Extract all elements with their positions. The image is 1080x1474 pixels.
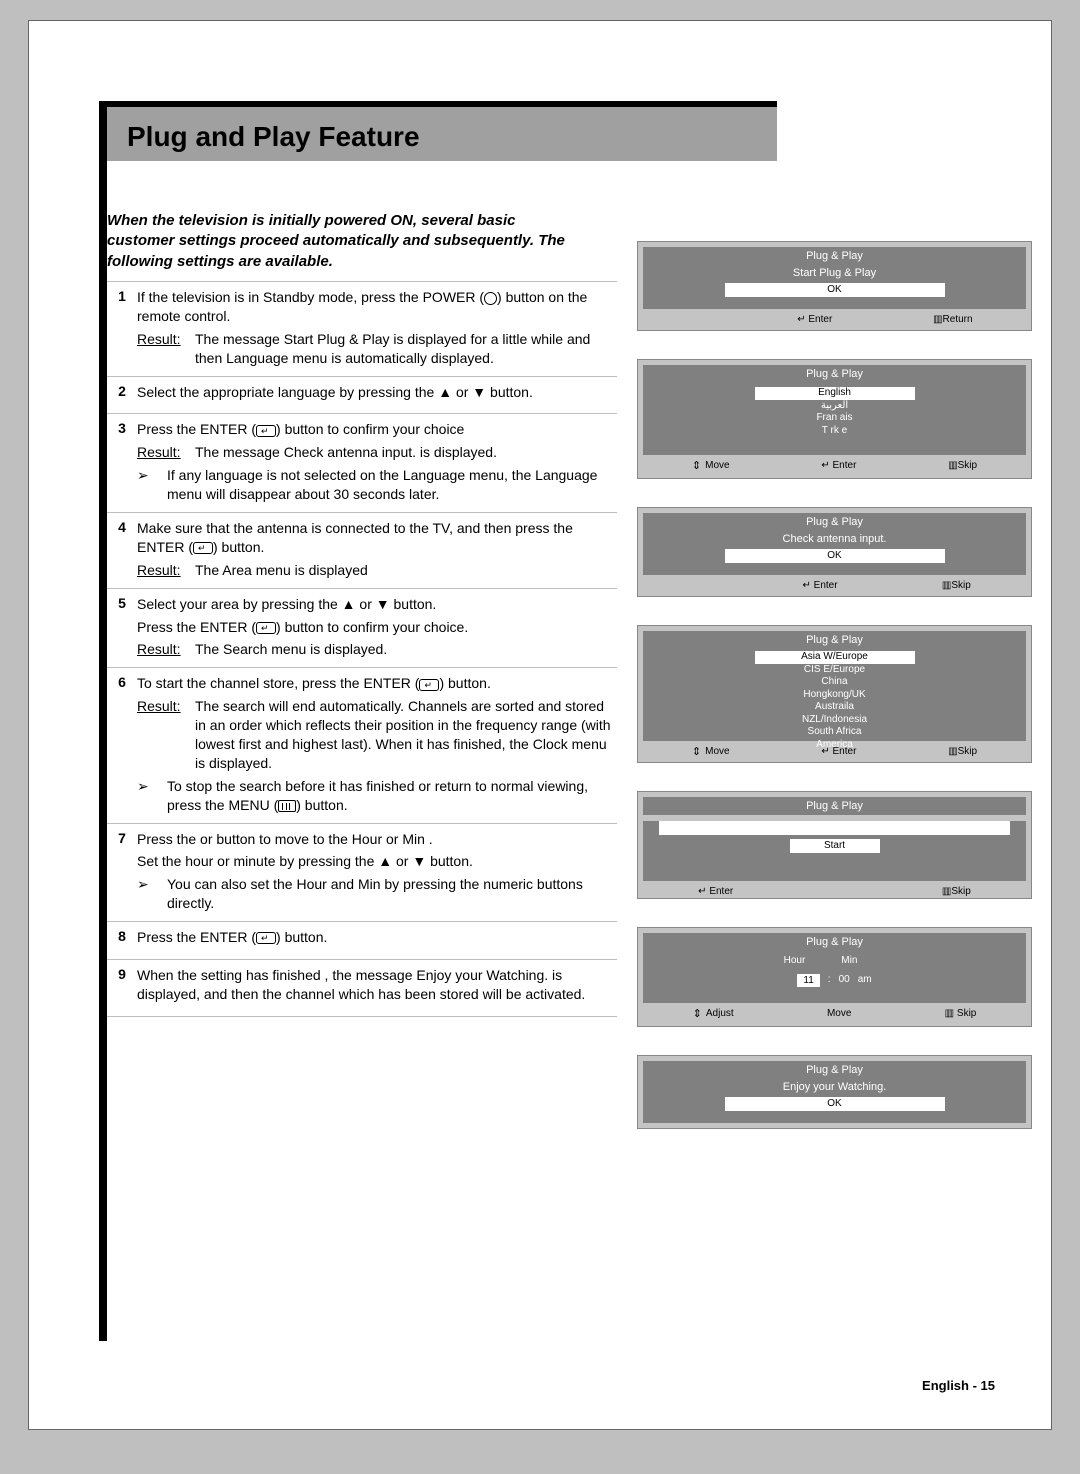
- step-body: Make sure that the antenna is connected …: [137, 519, 617, 580]
- step-number: 9: [107, 966, 137, 1008]
- side-black-bar: [99, 101, 107, 1341]
- step-9: 9 When the setting has finished , the me…: [107, 960, 617, 1017]
- enter-icon: [256, 622, 276, 634]
- step-4: 4 Make sure that the antenna is connecte…: [107, 513, 617, 589]
- steps-list: 1 If the television is in Standby mode, …: [107, 281, 617, 1017]
- note-arrow-icon: ➢: [137, 875, 167, 913]
- step-number: 2: [107, 383, 137, 406]
- osd-area: Plug & Play Asia W/Europe CIS E/Europe C…: [637, 625, 1032, 763]
- power-icon: [484, 292, 497, 305]
- step-body: Select the appropriate language by press…: [137, 383, 617, 406]
- step-body: Press the ENTER () button to confirm you…: [137, 420, 617, 504]
- step-6: 6 To start the channel store, press the …: [107, 668, 617, 823]
- step-8: 8 Press the ENTER () button.: [107, 922, 617, 960]
- result-label: Result:: [137, 330, 195, 368]
- enter-icon: [419, 679, 439, 691]
- osd-antenna: Plug & Play Check antenna input. OK ↵ En…: [637, 507, 1032, 597]
- page-title: Plug and Play Feature: [107, 107, 777, 167]
- step-5: 5 Select your area by pressing the ▲ or …: [107, 589, 617, 669]
- note-arrow-icon: ➢: [137, 466, 167, 504]
- enter-icon: [193, 542, 213, 554]
- step-number: 8: [107, 928, 137, 951]
- result-label: Result:: [137, 640, 195, 659]
- step-number: 5: [107, 595, 137, 660]
- osd-finish: Plug & Play Enjoy your Watching. OK: [637, 1055, 1032, 1129]
- intro-text: When the television is initially powered…: [107, 211, 587, 272]
- enter-icon: [256, 425, 276, 437]
- step-number: 6: [107, 674, 137, 814]
- page-number: English - 15: [922, 1378, 995, 1393]
- osd-language: Plug & Play English العربية Fran ais T r…: [637, 359, 1032, 479]
- step-body: Select your area by pressing the ▲ or ▼ …: [137, 595, 617, 660]
- menu-icon: [278, 800, 296, 812]
- osd-start: Plug & Play Start Plug & Play OK ↵ Enter…: [637, 241, 1032, 331]
- step-7: 7 Press the or button to move to the Hou…: [107, 824, 617, 923]
- note-arrow-icon: ➢: [137, 777, 167, 815]
- step-2: 2 Select the appropriate language by pre…: [107, 377, 617, 415]
- step-body: If the television is in Standby mode, pr…: [137, 288, 617, 368]
- step-number: 1: [107, 288, 137, 368]
- osd-clock: Plug & Play Hour Min 11 : 00 am ⇕Adjust …: [637, 927, 1032, 1027]
- step-body: Press the or button to move to the Hour …: [137, 830, 617, 914]
- step-body: When the setting has finished , the mess…: [137, 966, 617, 1008]
- progress-bar: [659, 821, 1010, 835]
- title-bar: Plug and Play Feature: [107, 101, 777, 161]
- osd-search: Plug & Play Start ↵ Enter ▥Skip: [637, 791, 1032, 899]
- result-label: Result:: [137, 697, 195, 773]
- step-number: 4: [107, 519, 137, 580]
- result-label: Result:: [137, 561, 195, 580]
- step-body: To start the channel store, press the EN…: [137, 674, 617, 814]
- step-number: 7: [107, 830, 137, 914]
- step-1: 1 If the television is in Standby mode, …: [107, 281, 617, 377]
- step-3: 3 Press the ENTER () button to confirm y…: [107, 414, 617, 513]
- osd-screenshot-column: Plug & Play Start Plug & Play OK ↵ Enter…: [637, 241, 1032, 1157]
- result-label: Result:: [137, 443, 195, 462]
- step-number: 3: [107, 420, 137, 504]
- enter-icon: [256, 932, 276, 944]
- step-body: Press the ENTER () button.: [137, 928, 617, 951]
- manual-page: Plug and Play Feature When the televisio…: [28, 20, 1052, 1430]
